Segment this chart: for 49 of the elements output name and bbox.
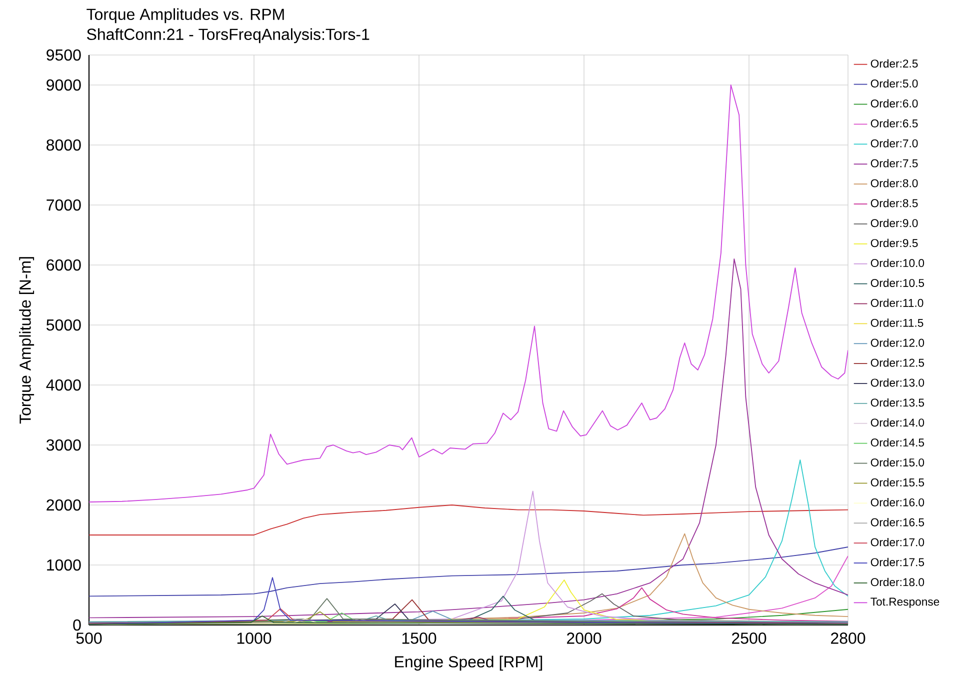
chart-title: Torque Amplitudes vs. RPM bbox=[86, 8, 284, 24]
legend-label: Order:16.0 bbox=[870, 498, 924, 506]
x-tick-label: 2000 bbox=[567, 632, 602, 644]
y-tick-label: 9000 bbox=[46, 79, 81, 91]
y-tick-label: 3000 bbox=[46, 439, 81, 451]
legend-label: Order:7.5 bbox=[870, 158, 918, 168]
legend-label: Order:11.0 bbox=[870, 298, 924, 307]
legend-label: Order:13.0 bbox=[870, 378, 924, 387]
y-axis-title: Torque Amplitude [N-m] bbox=[19, 257, 34, 424]
x-tick-label: 2500 bbox=[732, 632, 766, 644]
chart-subtitle: ShaftConn:21 - TorsFreqAnalysis:Tors-1 bbox=[87, 28, 370, 44]
legend-label: Order:7.0 bbox=[870, 139, 918, 148]
y-tick-label: 4000 bbox=[46, 379, 81, 391]
legend-label: Order:12.5 bbox=[870, 358, 924, 367]
y-tick-label: 6000 bbox=[46, 259, 81, 271]
legend-label: Order:8.0 bbox=[870, 178, 918, 188]
legend-label: Order:18.0 bbox=[870, 578, 924, 586]
legend-label: Order:2.5 bbox=[870, 59, 918, 68]
legend-label: Order:15.5 bbox=[870, 478, 924, 486]
y-tick-label: 9500 bbox=[46, 49, 81, 61]
legend-label: Order:14.0 bbox=[870, 418, 924, 427]
y-tick-label: 8000 bbox=[46, 139, 81, 151]
x-axis-title: Engine Speed [RPM] bbox=[395, 656, 542, 671]
legend-label: Order:15.0 bbox=[870, 458, 924, 466]
y-tick-label: 0 bbox=[73, 619, 81, 631]
legend-label: Order:12.0 bbox=[870, 338, 924, 347]
legend-label: Order:17.5 bbox=[870, 558, 924, 566]
y-tick-label: 2000 bbox=[46, 499, 81, 511]
legend-label: Order:9.0 bbox=[870, 218, 918, 228]
legend-label: Order:17.0 bbox=[870, 538, 924, 546]
legend-label: Order:6.5 bbox=[870, 119, 918, 128]
x-tick-label: 1000 bbox=[237, 632, 272, 644]
y-tick-label: 7000 bbox=[46, 199, 81, 211]
legend-label: Order:9.5 bbox=[870, 238, 918, 248]
legend-label: Order:10.0 bbox=[870, 258, 924, 268]
x-tick-label: 2800 bbox=[831, 632, 866, 644]
legend-label: Order:6.0 bbox=[870, 99, 918, 108]
legend-label: Order:14.5 bbox=[870, 438, 924, 447]
y-tick-label: 1000 bbox=[47, 559, 81, 571]
x-tick-label: 1500 bbox=[402, 632, 436, 644]
legend-label: Order:13.5 bbox=[870, 398, 924, 407]
legend-label: Order:16.5 bbox=[870, 518, 924, 526]
legend-label: Order:10.5 bbox=[870, 278, 924, 287]
y-tick-label: 5000 bbox=[46, 319, 81, 331]
x-tick-label: 500 bbox=[76, 632, 102, 644]
legend-label: Order:11.5 bbox=[870, 318, 924, 327]
legend-label: Tot.Response bbox=[870, 598, 940, 608]
legend-label: Order:5.0 bbox=[870, 79, 918, 88]
legend-label: Order:8.5 bbox=[870, 198, 918, 208]
